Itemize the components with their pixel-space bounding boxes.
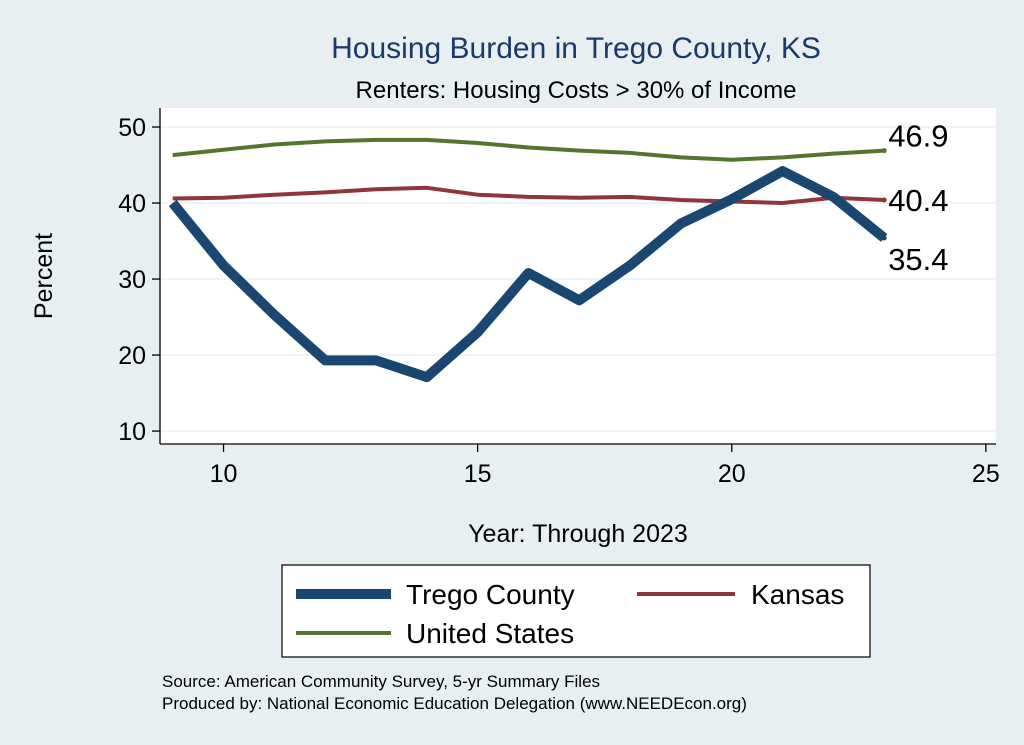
end-point-united-states: [881, 148, 887, 154]
legend-item-trego: Trego County: [296, 579, 575, 610]
y-tick-label-4: 50: [118, 114, 146, 142]
legend-box: [281, 564, 871, 658]
y-axis-title: Percent: [30, 233, 58, 319]
end-label-united-states: 46.9: [888, 119, 948, 154]
plot-area: [160, 108, 996, 444]
legend-label-trego: Trego County: [406, 579, 575, 610]
x-tick-label-2: 20: [718, 460, 746, 488]
end-label-trego: 35.4: [888, 242, 948, 277]
legend-label-united-states: United States: [406, 618, 574, 649]
chart-subtitle: Renters: Housing Costs > 30% of Income: [356, 77, 797, 104]
axes: [159, 108, 996, 445]
y-tick-label-0: 10: [118, 418, 146, 446]
chart-title: Housing Burden in Trego County, KS: [331, 32, 821, 65]
legend-item-kansas: Kansas: [637, 579, 844, 610]
x-tick-label-3: 25: [972, 460, 1000, 488]
legend-label-kansas: Kansas: [751, 579, 844, 610]
end-label-kansas: 40.4: [888, 183, 948, 218]
y-tick-label-2: 30: [118, 266, 146, 294]
y-tick-label-1: 20: [118, 342, 146, 370]
legend-item-united-states: United States: [296, 618, 574, 649]
x-tick-label-0: 10: [210, 460, 238, 488]
x-tick-label-1: 15: [464, 460, 492, 488]
end-labels: 35.4 40.4 46.9: [881, 119, 949, 277]
series-lines: [168, 137, 888, 383]
source-note: Source: American Community Survey, 5-yr …: [162, 672, 600, 691]
series-line-united-states: [172, 137, 885, 162]
end-point-kansas: [881, 197, 887, 203]
producer-note: Produced by: National Economic Education…: [162, 694, 747, 713]
gridlines: [160, 126, 996, 432]
x-axis-ticks: 10 15 20 25: [210, 444, 1000, 488]
series-line-kansas: [172, 185, 885, 205]
y-tick-label-3: 40: [118, 190, 146, 218]
y-axis-ticks: 10 20 30 40 50: [118, 114, 160, 446]
x-axis-title: Year: Through 2023: [468, 520, 688, 548]
series-line-trego: [168, 166, 888, 383]
end-point-trego: [881, 235, 887, 241]
